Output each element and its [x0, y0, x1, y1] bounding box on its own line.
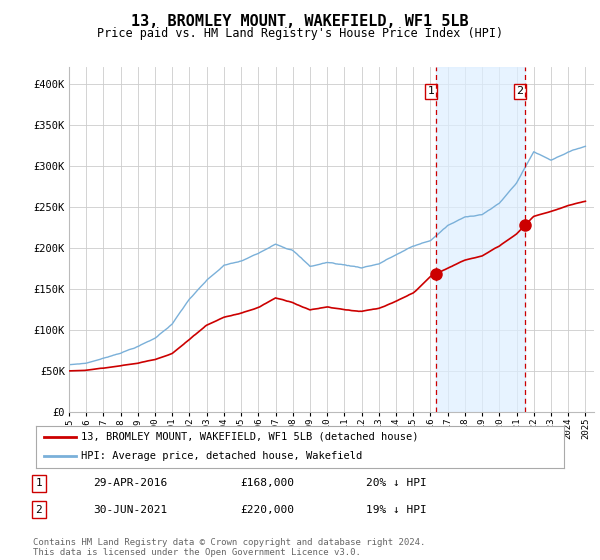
- Text: 13, BROMLEY MOUNT, WAKEFIELD, WF1 5LB: 13, BROMLEY MOUNT, WAKEFIELD, WF1 5LB: [131, 14, 469, 29]
- Text: 2: 2: [35, 505, 43, 515]
- Text: HPI: Average price, detached house, Wakefield: HPI: Average price, detached house, Wake…: [81, 451, 362, 461]
- Text: 13, BROMLEY MOUNT, WAKEFIELD, WF1 5LB (detached house): 13, BROMLEY MOUNT, WAKEFIELD, WF1 5LB (d…: [81, 432, 418, 442]
- Text: Contains HM Land Registry data © Crown copyright and database right 2024.
This d: Contains HM Land Registry data © Crown c…: [33, 538, 425, 557]
- Text: £220,000: £220,000: [240, 505, 294, 515]
- Text: 1: 1: [427, 86, 434, 96]
- Text: 20% ↓ HPI: 20% ↓ HPI: [366, 478, 427, 488]
- Text: 19% ↓ HPI: 19% ↓ HPI: [366, 505, 427, 515]
- Text: £168,000: £168,000: [240, 478, 294, 488]
- Text: Price paid vs. HM Land Registry's House Price Index (HPI): Price paid vs. HM Land Registry's House …: [97, 27, 503, 40]
- Text: 29-APR-2016: 29-APR-2016: [93, 478, 167, 488]
- Bar: [436, 67, 525, 412]
- Text: 30-JUN-2021: 30-JUN-2021: [93, 505, 167, 515]
- Text: 2: 2: [517, 86, 524, 96]
- Text: 1: 1: [35, 478, 43, 488]
